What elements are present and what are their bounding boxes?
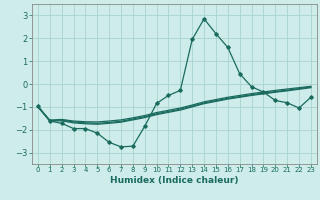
X-axis label: Humidex (Indice chaleur): Humidex (Indice chaleur) (110, 176, 239, 185)
